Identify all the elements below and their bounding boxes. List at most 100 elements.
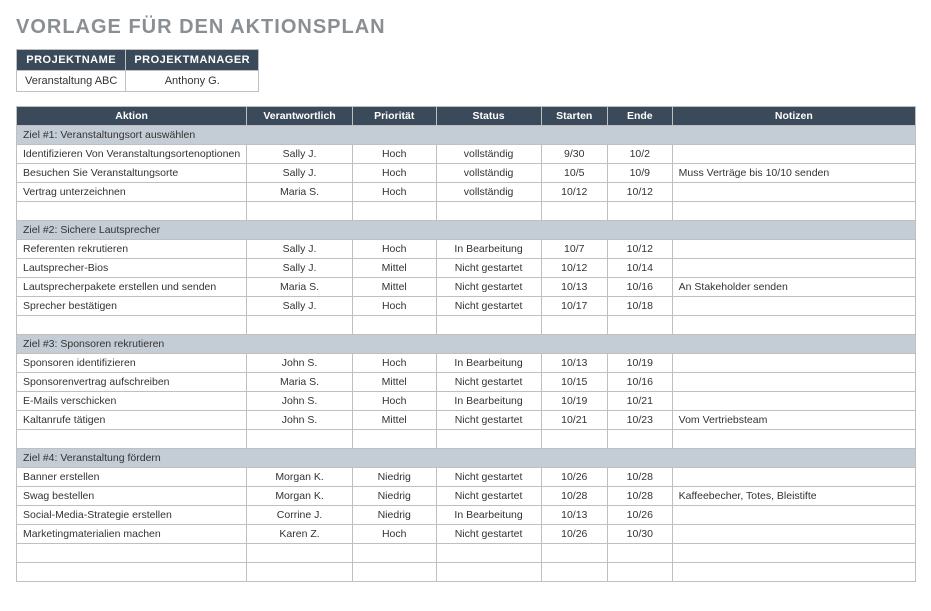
cell-notiz xyxy=(672,297,915,316)
table-row: Lautsprecher-BiosSally J.MittelNicht ges… xyxy=(17,259,916,278)
cell-aktion: Identifizieren Von Veranstaltungsortenop… xyxy=(17,145,247,164)
cell-ende: 10/2 xyxy=(607,145,672,164)
cell-status: In Bearbeitung xyxy=(436,354,541,373)
table-header-row: Aktion Verantwortlich Priorität Status S… xyxy=(17,107,916,126)
col-header-status: Status xyxy=(436,107,541,126)
cell-aktion: Swag bestellen xyxy=(17,487,247,506)
cell-notiz xyxy=(672,525,915,544)
cell-verant: Sally J. xyxy=(247,145,353,164)
cell-ende: 10/12 xyxy=(607,240,672,259)
cell-status: Nicht gestartet xyxy=(436,278,541,297)
cell-ende: 10/21 xyxy=(607,392,672,411)
cell-start: 10/17 xyxy=(541,297,607,316)
cell-ende: 10/18 xyxy=(607,297,672,316)
cell-prior: Niedrig xyxy=(352,506,436,525)
cell-prior: Hoch xyxy=(352,354,436,373)
table-row: E-Mails verschickenJohn S.HochIn Bearbei… xyxy=(17,392,916,411)
cell-aktion: Referenten rekrutieren xyxy=(17,240,247,259)
cell-notiz: Vom Vertriebsteam xyxy=(672,411,915,430)
meta-header-projektname: PROJEKTNAME xyxy=(17,50,126,71)
cell-start: 9/30 xyxy=(541,145,607,164)
cell-notiz xyxy=(672,183,915,202)
table-row: Swag bestellenMorgan K.NiedrigNicht gest… xyxy=(17,487,916,506)
cell-status: vollständig xyxy=(436,164,541,183)
table-row: Vertrag unterzeichnenMaria S.Hochvollstä… xyxy=(17,183,916,202)
cell-start: 10/5 xyxy=(541,164,607,183)
cell-start: 10/13 xyxy=(541,278,607,297)
cell-ende: 10/30 xyxy=(607,525,672,544)
col-header-notizen: Notizen xyxy=(672,107,915,126)
cell-prior: Mittel xyxy=(352,278,436,297)
cell-status: Nicht gestartet xyxy=(436,468,541,487)
cell-aktion: Lautsprecher-Bios xyxy=(17,259,247,278)
cell-status: Nicht gestartet xyxy=(436,411,541,430)
cell-aktion: Marketingmaterialien machen xyxy=(17,525,247,544)
goal-label: Ziel #4: Veranstaltung fördern xyxy=(17,449,916,468)
goal-label: Ziel #3: Sponsoren rekrutieren xyxy=(17,335,916,354)
spacer-row xyxy=(17,202,916,221)
cell-status: Nicht gestartet xyxy=(436,297,541,316)
cell-status: vollständig xyxy=(436,183,541,202)
table-row: Sponsoren identifizierenJohn S.HochIn Be… xyxy=(17,354,916,373)
cell-prior: Mittel xyxy=(352,259,436,278)
cell-notiz: Kaffeebecher, Totes, Bleistifte xyxy=(672,487,915,506)
table-row: Besuchen Sie VeranstaltungsorteSally J.H… xyxy=(17,164,916,183)
cell-prior: Niedrig xyxy=(352,468,436,487)
cell-ende: 10/16 xyxy=(607,373,672,392)
table-row: Sponsorenvertrag aufschreibenMaria S.Mit… xyxy=(17,373,916,392)
page-title: VORLAGE FÜR DEN AKTIONSPLAN xyxy=(16,16,915,39)
cell-verant: Sally J. xyxy=(247,240,353,259)
cell-status: Nicht gestartet xyxy=(436,525,541,544)
cell-ende: 10/12 xyxy=(607,183,672,202)
cell-notiz xyxy=(672,145,915,164)
cell-start: 10/19 xyxy=(541,392,607,411)
cell-start: 10/7 xyxy=(541,240,607,259)
cell-aktion: Banner erstellen xyxy=(17,468,247,487)
table-row: Social-Media-Strategie erstellenCorrine … xyxy=(17,506,916,525)
cell-prior: Hoch xyxy=(352,240,436,259)
cell-ende: 10/28 xyxy=(607,487,672,506)
cell-start: 10/28 xyxy=(541,487,607,506)
cell-aktion: Vertrag unterzeichnen xyxy=(17,183,247,202)
meta-value-projektname: Veranstaltung ABC xyxy=(17,71,126,92)
cell-status: Nicht gestartet xyxy=(436,487,541,506)
cell-prior: Hoch xyxy=(352,164,436,183)
cell-prior: Mittel xyxy=(352,373,436,392)
col-header-starten: Starten xyxy=(541,107,607,126)
spacer-row xyxy=(17,430,916,449)
meta-header-projektmanager: PROJEKTMANAGER xyxy=(126,50,259,71)
cell-notiz: An Stakeholder senden xyxy=(672,278,915,297)
goal-label: Ziel #2: Sichere Lautsprecher xyxy=(17,221,916,240)
goal-row: Ziel #4: Veranstaltung fördern xyxy=(17,449,916,468)
table-row: Banner erstellenMorgan K.NiedrigNicht ge… xyxy=(17,468,916,487)
meta-value-projektmanager: Anthony G. xyxy=(126,71,259,92)
cell-ende: 10/14 xyxy=(607,259,672,278)
spacer-row xyxy=(17,544,916,563)
table-row: Marketingmaterialien machenKaren Z.HochN… xyxy=(17,525,916,544)
cell-notiz xyxy=(672,354,915,373)
cell-aktion: Besuchen Sie Veranstaltungsorte xyxy=(17,164,247,183)
cell-verant: Sally J. xyxy=(247,297,353,316)
cell-verant: Sally J. xyxy=(247,259,353,278)
cell-verant: Maria S. xyxy=(247,278,353,297)
table-row: Kaltanrufe tätigenJohn S.MittelNicht ges… xyxy=(17,411,916,430)
table-row: Identifizieren Von Veranstaltungsortenop… xyxy=(17,145,916,164)
table-row: Lautsprecherpakete erstellen und sendenM… xyxy=(17,278,916,297)
cell-prior: Niedrig xyxy=(352,487,436,506)
spacer-row xyxy=(17,316,916,335)
cell-notiz xyxy=(672,240,915,259)
cell-prior: Hoch xyxy=(352,183,436,202)
cell-aktion: Social-Media-Strategie erstellen xyxy=(17,506,247,525)
cell-notiz xyxy=(672,506,915,525)
cell-aktion: Lautsprecherpakete erstellen und senden xyxy=(17,278,247,297)
cell-verant: Karen Z. xyxy=(247,525,353,544)
col-header-prioritaet: Priorität xyxy=(352,107,436,126)
cell-ende: 10/19 xyxy=(607,354,672,373)
cell-verant: Maria S. xyxy=(247,183,353,202)
cell-prior: Hoch xyxy=(352,525,436,544)
goal-label: Ziel #1: Veranstaltungsort auswählen xyxy=(17,126,916,145)
cell-status: Nicht gestartet xyxy=(436,259,541,278)
cell-ende: 10/26 xyxy=(607,506,672,525)
cell-verant: Corrine J. xyxy=(247,506,353,525)
goal-row: Ziel #1: Veranstaltungsort auswählen xyxy=(17,126,916,145)
